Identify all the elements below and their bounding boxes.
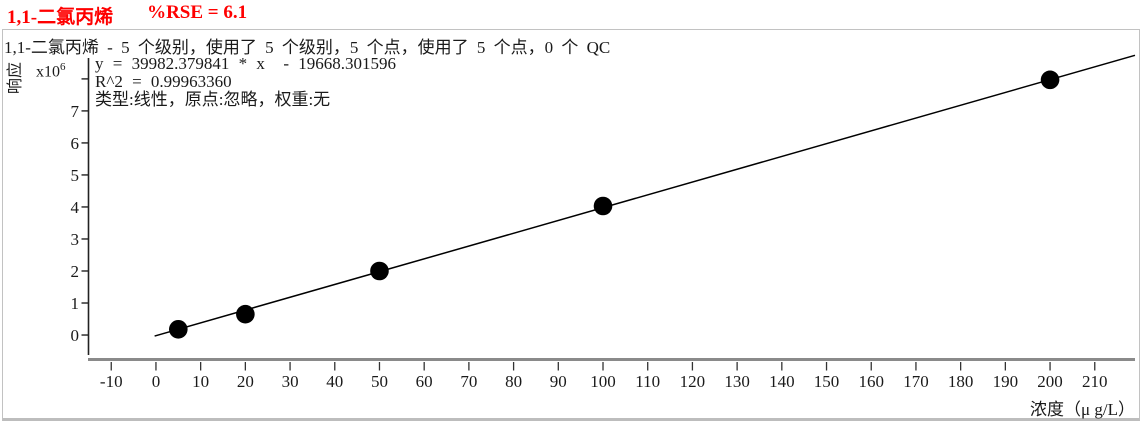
curve-panel — [2, 29, 1140, 421]
x-tick-label: 120 — [680, 372, 706, 391]
trend-line — [154, 54, 1136, 337]
y-tick-label: 1 — [71, 294, 80, 313]
data-point[interactable] — [370, 261, 389, 281]
x-tick-label: 200 — [1037, 372, 1063, 391]
fit-type-info: 类型:线性，原点:忽略，权重:无 — [95, 90, 331, 109]
x-tick-label: 0 — [152, 372, 161, 391]
x-tick-label: 80 — [505, 372, 522, 391]
x-tick-label: 40 — [326, 372, 343, 391]
fit-equation: y = 39982.379841 * x - 19668.301596 — [95, 54, 396, 73]
y-tick-label: 5 — [71, 166, 80, 185]
x-tick-label: 30 — [282, 372, 299, 391]
x-tick-label: 170 — [903, 372, 929, 391]
x-tick-label: 20 — [237, 372, 254, 391]
x-tick-label: 180 — [948, 372, 974, 391]
y-tick-label: 2 — [71, 262, 80, 281]
y-axis-multiplier: x106 — [36, 61, 66, 81]
curve-subtitle: 1,1-二氯丙烯 - 5 个级别，使用了 5 个级别，5 个点，使用了 5 个点… — [4, 38, 611, 57]
x-tick-label: 150 — [814, 372, 840, 391]
y-tick-label: 0 — [71, 326, 80, 345]
x-tick-label: 50 — [371, 372, 388, 391]
x-axis-label: 浓度（μ g/L） — [1030, 400, 1135, 419]
y-multiplier-base: x10 — [36, 63, 60, 81]
x-tick-label: 140 — [769, 372, 795, 391]
x-tick-label: 60 — [416, 372, 433, 391]
y-tick-label: 3 — [71, 230, 80, 249]
x-tick-label: -10 — [100, 372, 123, 391]
y-tick-label: 6 — [71, 134, 80, 153]
x-tick-label: 90 — [550, 372, 567, 391]
x-tick-label: 210 — [1082, 372, 1108, 391]
x-tick-label: 110 — [635, 372, 660, 391]
data-point[interactable] — [593, 196, 613, 216]
data-point[interactable] — [1040, 70, 1060, 90]
chart-title: 1,1-二氯丙烯 %RSE = 6.1 — [7, 2, 247, 29]
x-tick-label: 70 — [460, 372, 477, 391]
compound-name: 1,1-二氯丙烯 — [7, 7, 114, 28]
x-tick-label: 190 — [993, 372, 1019, 391]
y-tick-label: 4 — [71, 198, 80, 217]
y-tick-label: 7 — [71, 102, 80, 121]
fit-statistics: y = 39982.379841 * x - 19668.301596 R^2 … — [95, 55, 396, 109]
y-multiplier-exponent: 6 — [60, 61, 66, 73]
x-tick-label: 160 — [858, 372, 884, 391]
data-point[interactable] — [169, 319, 188, 339]
data-point[interactable] — [236, 304, 255, 324]
x-tick-label: 100 — [590, 372, 616, 391]
fit-r-squared: R^2 = 0.99963360 — [95, 72, 232, 91]
x-tick-label: 130 — [724, 372, 750, 391]
x-tick-label: 10 — [192, 372, 209, 391]
rse-value: %RSE = 6.1 — [147, 2, 248, 23]
